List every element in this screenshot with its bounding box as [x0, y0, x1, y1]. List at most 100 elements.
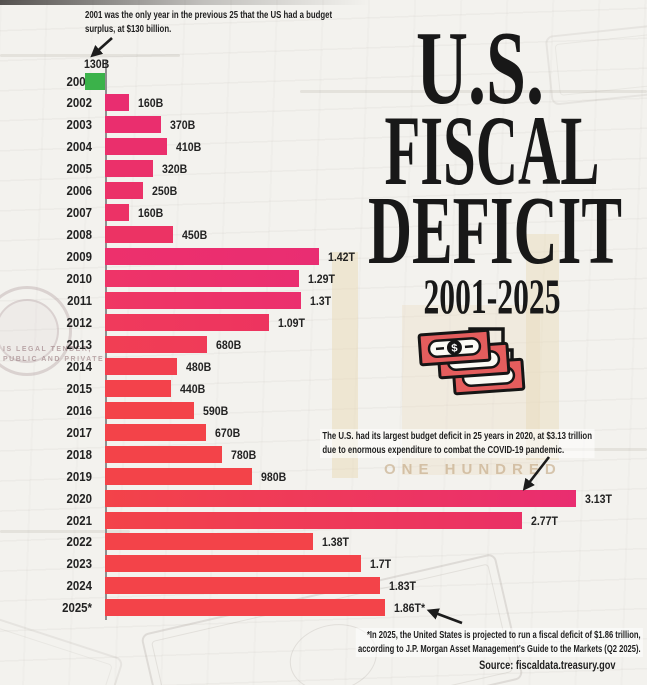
- year-label: 2005: [66, 161, 92, 177]
- wood-grain-streak: [0, 0, 370, 5]
- value-label: 1.83T: [389, 579, 417, 594]
- projection-annotation: *In 2025, the United States is projected…: [355, 628, 643, 657]
- bar-row: 2019 980B: [0, 467, 647, 485]
- bar-row: 2017 670B: [0, 423, 647, 441]
- title-block: U.S. FISCAL DEFICIT 2001-2025: [368, 20, 622, 324]
- year-label: 2025*: [62, 600, 92, 616]
- year-label: 2019: [66, 468, 92, 484]
- deficit-bar: [105, 226, 173, 244]
- bar-row: 2005 320B: [0, 160, 647, 178]
- year-label: 2015: [66, 380, 92, 396]
- year-label: 2007: [66, 205, 92, 221]
- bar-row: 2011 1.3T: [0, 292, 647, 309]
- value-label: 1.7T: [370, 557, 392, 572]
- title-line-us: U.S.: [416, 20, 544, 126]
- bar-row: 2013 680B: [0, 335, 647, 353]
- deficit-bar: [105, 138, 167, 156]
- wood-grain-line: [0, 530, 130, 533]
- year-label: 2024: [66, 578, 92, 594]
- year-label: 2022: [66, 534, 92, 550]
- value-label: 1.3T: [310, 294, 332, 308]
- year-label: 2020: [66, 490, 92, 506]
- bar-row: 2020 3.13T: [0, 489, 647, 507]
- value-label: 160B: [138, 206, 164, 221]
- projection-annotation-line2: according to J.P. Morgan Asset Managemen…: [358, 643, 641, 655]
- value-label: 480B: [186, 359, 212, 374]
- bar-row: 2025* 1.86T*: [0, 599, 647, 617]
- banknote-text-fragment: PUBLIC AND PRIVATE: [3, 356, 105, 363]
- deficit-bar: [105, 335, 207, 353]
- bar-row: 2003 370B: [0, 116, 647, 134]
- deficit-bar: [105, 423, 206, 441]
- year-label: 2013: [66, 336, 92, 352]
- deficit-bar: [105, 313, 269, 331]
- year-label: 2018: [66, 446, 92, 462]
- bar-row: 2007 160B: [0, 204, 647, 222]
- bar-row: 2006 250B: [0, 182, 647, 200]
- deficit-bar: [105, 555, 361, 573]
- deficit-bar: [105, 379, 171, 397]
- bar-row: 2008 450B: [0, 226, 647, 244]
- value-label: 320B: [162, 162, 188, 177]
- bar-row: 2016 590B: [0, 401, 647, 419]
- deficit-bar: [105, 577, 380, 595]
- bill-front: $: [417, 328, 492, 367]
- deficit-bar: [105, 292, 301, 309]
- value-label: 1.42T: [328, 250, 356, 265]
- year-label: 2006: [66, 183, 92, 199]
- bar-row: 2018 780B: [0, 445, 647, 463]
- bar-row: 2001 130B: [0, 57, 647, 90]
- value-label: 980B: [261, 469, 287, 484]
- year-label: 2009: [66, 249, 92, 265]
- dollar-sign-icon: $: [451, 342, 458, 354]
- value-label: 2.77T: [531, 513, 559, 528]
- title-years: 2001-2025: [424, 268, 561, 324]
- year-label: 2014: [66, 358, 92, 374]
- bar-row: 2015 440B: [0, 379, 647, 397]
- bar-row: 2009 1.42T: [0, 248, 647, 266]
- deficit-bar: [105, 160, 153, 178]
- source-credit: Source: fiscaldata.treasury.gov: [478, 660, 615, 672]
- bar-row: 2024 1.83T: [0, 577, 647, 595]
- faded-federal-seal: [0, 286, 72, 376]
- deficit-bar: [105, 533, 313, 551]
- value-label: 780B: [231, 447, 257, 462]
- surplus-annotation: 2001 was the only year in the previous 2…: [85, 10, 333, 35]
- deficit-bar: [105, 511, 522, 529]
- deficit-bar: [105, 182, 143, 200]
- covid-annotation-line2: due to enormous expenditure to combat th…: [322, 444, 565, 456]
- deficit-bar: [105, 248, 319, 266]
- value-label: 440B: [180, 381, 206, 396]
- covid-annotation: The U.S. had its largest budget deficit …: [320, 429, 595, 458]
- value-label: 590B: [203, 403, 229, 418]
- value-label: 450B: [182, 228, 208, 243]
- deficit-bar: [105, 270, 299, 288]
- value-label: 160B: [138, 96, 164, 111]
- year-label: 2003: [66, 117, 92, 133]
- year-label: 2011: [67, 293, 92, 308]
- deficit-bar: [105, 445, 222, 463]
- deficit-bar: [105, 467, 252, 485]
- bar-row: 2002 160B: [0, 94, 647, 112]
- projection-annotation-line1: *In 2025, the United States is projected…: [367, 630, 641, 641]
- bar-row: 2010 1.29T: [0, 270, 647, 288]
- faded-tape-strip: [526, 234, 559, 460]
- deficit-bar: [105, 599, 385, 617]
- bar-row: 2023 1.7T: [0, 555, 647, 573]
- year-label: 2010: [66, 271, 92, 287]
- banknote-text-fragment: IS LEGAL TENDER,: [3, 346, 92, 353]
- year-label: 2001: [66, 73, 92, 89]
- covid-annotation-line1: The U.S. had its largest budget deficit …: [322, 431, 592, 442]
- year-label: 2023: [66, 556, 92, 572]
- deficit-bar: [105, 116, 161, 134]
- year-label: 2021: [66, 512, 92, 528]
- deficit-bar: [105, 204, 129, 222]
- faded-federal-seal-inner: [0, 299, 59, 363]
- year-label: 2016: [66, 402, 92, 418]
- value-label: 1.09T: [278, 315, 306, 330]
- one-hundred-watermark: ONE HUNDRED: [384, 461, 562, 478]
- year-label: 2017: [66, 424, 92, 440]
- value-label: 370B: [170, 118, 196, 133]
- value-label: 670B: [215, 425, 241, 440]
